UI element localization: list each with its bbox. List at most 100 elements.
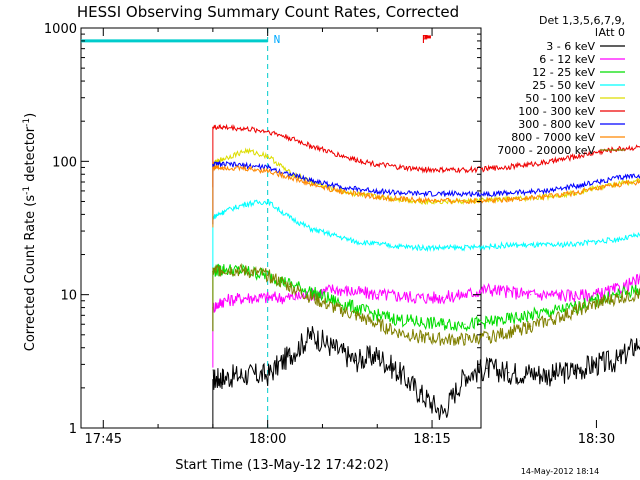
series-point-8-13 — [486, 336, 488, 338]
series-point-7-0 — [212, 166, 214, 169]
legend-label-1: 6 - 12 keV — [539, 53, 595, 66]
series-point-6-19 — [617, 177, 619, 179]
series-point-8-11 — [442, 339, 444, 341]
y-tick-label-3: 1000 — [44, 22, 77, 37]
legend-label-6: 300 - 800 keV — [518, 118, 595, 131]
series-point-5-18 — [595, 151, 598, 153]
series-point-1-15 — [530, 294, 532, 296]
x-axis-label: Start Time (13-May-12 17:42:02) — [175, 458, 389, 473]
series-point-5-12 — [464, 169, 466, 171]
series-point-4-5 — [310, 181, 313, 183]
y-axis-label: Corrected Count Rate (s-1 detector-1) — [22, 113, 38, 351]
series-point-5-14 — [508, 166, 510, 168]
series-point-3-3 — [267, 200, 269, 203]
series-point-5-11 — [442, 169, 444, 171]
series-point-6-14 — [508, 192, 510, 194]
series-point-1-7 — [354, 291, 356, 293]
series-point-4-3 — [267, 155, 269, 157]
series-layer — [212, 123, 640, 428]
series-point-5-16 — [551, 160, 554, 162]
series-point-6-8 — [376, 190, 378, 192]
series-point-8-18 — [595, 303, 598, 305]
series-point-5-15 — [530, 163, 532, 165]
series-point-8-7 — [354, 314, 356, 316]
series-point-3-1 — [223, 210, 225, 213]
series-8 — [212, 262, 640, 346]
series-point-0-3 — [267, 374, 269, 376]
series-point-7-6 — [332, 189, 335, 191]
series-point-0-8 — [376, 354, 378, 357]
series-point-4-2 — [245, 150, 247, 152]
series-point-1-12 — [464, 294, 466, 296]
series-point-0-16 — [551, 374, 554, 376]
series-point-3-2 — [245, 203, 247, 205]
series-point-0-12 — [464, 374, 466, 376]
series-point-7-13 — [486, 199, 488, 201]
series-point-3-5 — [310, 228, 313, 230]
series-point-8-16 — [551, 319, 554, 321]
series-point-7-18 — [595, 188, 598, 190]
series-point-8-0 — [212, 270, 214, 272]
series-line-5 — [212, 123, 640, 174]
series-line-1 — [212, 272, 640, 313]
series-point-7-9 — [398, 198, 400, 200]
series-point-8-12 — [464, 339, 466, 341]
series-point-5-9 — [398, 166, 400, 169]
legend-label-0: 3 - 6 keV — [546, 40, 595, 53]
series-point-1-10 — [420, 297, 422, 299]
series-point-2-12 — [464, 323, 466, 325]
series-point-6-6 — [332, 184, 335, 186]
plot-frame — [80, 27, 482, 429]
series-point-7-3 — [267, 170, 269, 172]
plot-border — [80, 27, 482, 429]
x-tick-label-1: 18:00 — [249, 432, 286, 447]
series-point-1-13 — [486, 288, 488, 290]
series-line-6 — [212, 160, 640, 198]
series-point-1-16 — [551, 294, 554, 296]
series-point-7-7 — [354, 193, 356, 195]
series-point-1-11 — [442, 297, 444, 299]
annotation-n: N — [274, 33, 281, 46]
series-point-3-11 — [442, 247, 444, 249]
series-point-8-17 — [573, 310, 576, 312]
series-point-0-5 — [310, 334, 313, 336]
series-point-7-19 — [617, 183, 619, 186]
series-point-7-2 — [245, 168, 247, 170]
legend-header-1: Att 0 — [599, 26, 625, 39]
series-point-5-17 — [573, 156, 576, 158]
series-point-3-15 — [530, 244, 532, 246]
series-point-3-8 — [376, 243, 378, 245]
series-point-7-5 — [310, 183, 313, 186]
series-point-0-2 — [245, 374, 247, 376]
series-point-0-7 — [354, 360, 356, 362]
series-point-0-10 — [420, 393, 422, 395]
series-point-7-15 — [530, 197, 532, 199]
series-point-8-5 — [310, 297, 313, 299]
series-point-0-0 — [212, 379, 214, 381]
series-point-6-17 — [573, 185, 576, 187]
series-point-8-19 — [617, 297, 619, 299]
series-point-5-6 — [332, 152, 335, 154]
series-3 — [212, 198, 640, 278]
series-point-7-14 — [508, 198, 510, 200]
series-point-2-6 — [332, 300, 335, 302]
series-point-5-7 — [354, 159, 356, 161]
series-point-2-16 — [551, 310, 554, 312]
series-point-0-11 — [442, 412, 444, 414]
series-point-3-6 — [332, 234, 335, 236]
y-tick-label-1: 10 — [60, 289, 77, 304]
series-point-8-9 — [398, 331, 400, 334]
series-point-1-1 — [223, 300, 225, 302]
series-point-7-11 — [442, 200, 444, 202]
series-point-3-9 — [398, 245, 400, 248]
legend-header-0: Det 1,3,5,6,7,9, — [539, 14, 625, 27]
series-point-3-18 — [595, 241, 598, 243]
series-point-1-8 — [376, 294, 378, 296]
series-point-8-1 — [223, 268, 225, 270]
series-point-1-17 — [573, 295, 576, 297]
series-point-7-16 — [551, 195, 554, 197]
series-point-7-17 — [573, 192, 576, 194]
series-point-3-10 — [420, 247, 422, 249]
